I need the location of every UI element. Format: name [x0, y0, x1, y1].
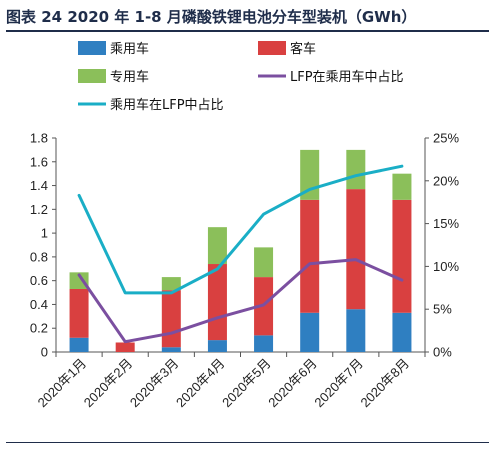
title-rule	[6, 30, 489, 32]
chart-title: 图表 24 2020 年 1-8 月磷酸铁锂电池分车型装机（GWh）	[6, 8, 417, 26]
bar-passenger	[69, 337, 89, 352]
legend-special-label: 专用车	[110, 69, 149, 85]
left-tick-label: 1.2	[30, 202, 48, 217]
bar-special	[161, 277, 181, 291]
bar-bus	[115, 342, 135, 352]
bar-passenger	[161, 347, 181, 352]
x-tick-label: 2020年2月	[81, 356, 136, 411]
bar-bus	[346, 189, 366, 310]
x-tick-label: 2020年1月	[35, 356, 90, 411]
left-tick-label: 0.4	[30, 297, 48, 312]
left-tick-label: 1	[41, 226, 48, 241]
axes: 0 0.2 0.4 0.6 0.8 1 1.2 1.4 1.6 1.8 0% 5% 10% 15% 20% 2…	[30, 131, 460, 360]
bar-bus	[392, 199, 412, 313]
line-lfp-in-passenger	[77, 258, 404, 344]
x-tick-label: 2020年3月	[127, 356, 182, 411]
bottom-rule	[6, 442, 489, 443]
bar-passenger	[392, 312, 412, 352]
bar-passenger	[254, 335, 274, 352]
x-tick-label: 2020年4月	[173, 356, 228, 411]
bar-bus	[161, 290, 181, 348]
x-tick-label: 2020年6月	[265, 356, 320, 411]
right-tick-label: 10%	[433, 259, 459, 274]
right-tick-label: 25%	[433, 131, 459, 146]
right-tick-label: 15%	[433, 216, 459, 231]
bar-special	[392, 173, 412, 200]
legend-lfp-in-passenger-label: LFP在乘用车中占比	[290, 69, 404, 85]
legend-bus-swatch	[258, 41, 286, 55]
bar-passenger	[300, 312, 320, 352]
left-tick-label: 0.2	[30, 321, 48, 336]
bar-passenger	[207, 340, 227, 352]
bars	[69, 149, 412, 352]
x-axis-labels: 2020年1月2020年2月2020年3月2020年4月2020年5月2020年…	[35, 356, 412, 411]
bar-bus	[207, 264, 227, 341]
right-tick-label: 20%	[433, 173, 459, 188]
legend-passenger-in-lfp-label: 乘用车在LFP中占比	[110, 97, 224, 113]
right-tick-label: 5%	[433, 302, 452, 317]
legend-passenger-label: 乘用车	[110, 41, 149, 57]
left-tick-label: 1.8	[30, 131, 48, 146]
left-tick-label: 1.6	[30, 154, 48, 169]
bar-passenger	[346, 309, 366, 352]
lines	[77, 164, 404, 344]
bar-bus	[300, 199, 320, 313]
bar-bus	[69, 288, 89, 338]
bar-special	[207, 227, 227, 265]
x-tick-label: 2020年8月	[358, 356, 413, 411]
legend-passenger-swatch	[78, 41, 106, 55]
legend-special-swatch	[78, 69, 106, 83]
bar-special	[69, 272, 89, 289]
line-passenger-in-lfp	[77, 164, 404, 295]
x-tick-label: 2020年7月	[311, 356, 366, 411]
bar-special	[254, 247, 274, 278]
left-tick-label: 0.6	[30, 273, 48, 288]
left-tick-label: 0.8	[30, 249, 48, 264]
title-bar: 图表 24 2020 年 1-8 月磷酸铁锂电池分车型装机（GWh）	[6, 4, 489, 32]
left-tick-label: 0	[41, 345, 48, 360]
left-tick-label: 1.4	[30, 178, 48, 193]
legend-bus-label: 客车	[290, 41, 316, 57]
x-tick-label: 2020年5月	[219, 356, 274, 411]
right-tick-label: 0%	[433, 345, 452, 360]
bar-special	[346, 149, 366, 190]
